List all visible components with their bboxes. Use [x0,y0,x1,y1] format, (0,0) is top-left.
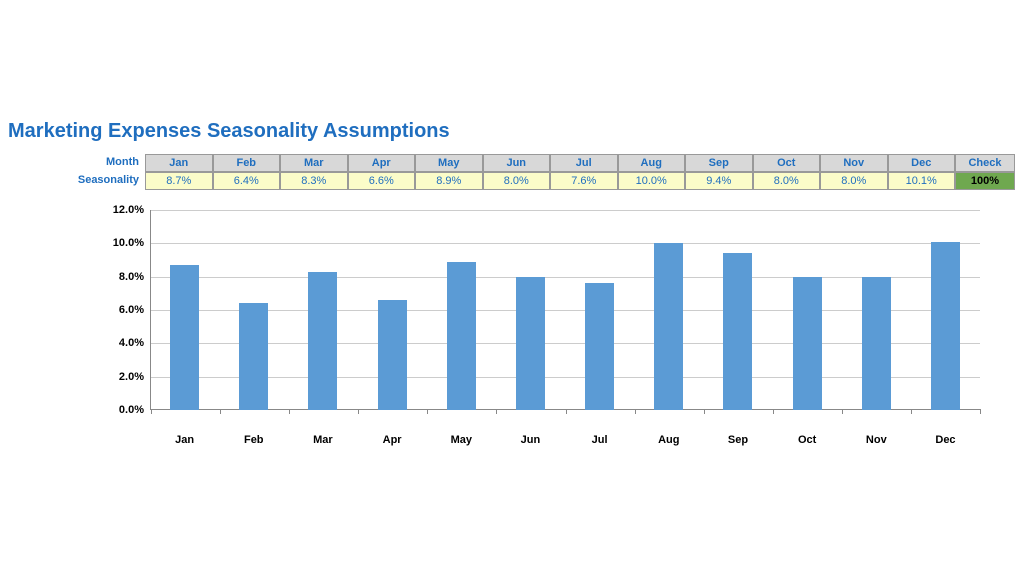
bar [654,243,683,410]
check-value: 100% [955,172,1015,190]
seasonality-value: 7.6% [550,172,618,190]
bar [516,277,545,410]
bar-column [219,210,288,410]
bar-column [842,210,911,410]
seasonality-value: 10.1% [888,172,956,190]
x-axis-label: Jul [565,420,634,450]
bar-column [427,210,496,410]
month-header: Jun [483,154,551,172]
bar-column [634,210,703,410]
bar-column [565,210,634,410]
y-axis-label: 6.0% [100,304,144,316]
month-header: Nov [820,154,888,172]
row-label-seasonality: Seasonality [65,172,145,190]
month-header: Oct [753,154,821,172]
bar [447,262,476,410]
x-axis-label: Nov [842,420,911,450]
month-header: Aug [618,154,686,172]
y-axis-label: 8.0% [100,271,144,283]
bar-column [358,210,427,410]
seasonality-value: 8.3% [280,172,348,190]
seasonality-value: 10.0% [618,172,686,190]
bar [862,277,891,410]
x-axis-label: Mar [288,420,357,450]
bar [239,303,268,410]
row-label-month: Month [65,154,145,172]
month-header: Feb [213,154,281,172]
bar [793,277,822,410]
seasonality-value: 8.0% [820,172,888,190]
y-axis-label: 4.0% [100,337,144,349]
bar-column [703,210,772,410]
month-header: Jan [145,154,213,172]
seasonality-table: MonthJanFebMarAprMayJunJulAugSepOctNovDe… [65,154,1015,190]
y-axis-label: 0.0% [100,404,144,416]
month-header: Sep [685,154,753,172]
month-header: Dec [888,154,956,172]
y-axis-label: 12.0% [100,204,144,216]
bar [723,253,752,410]
x-axis-label: Aug [634,420,703,450]
month-header: Jul [550,154,618,172]
seasonality-value: 8.0% [753,172,821,190]
bar [931,242,960,410]
month-header: May [415,154,483,172]
x-tick [980,409,981,414]
seasonality-value: 8.9% [415,172,483,190]
bar [170,265,199,410]
seasonality-value: 8.7% [145,172,213,190]
seasonality-value: 9.4% [685,172,753,190]
x-axis-label: Oct [773,420,842,450]
bar [378,300,407,410]
x-axis-label: Sep [703,420,772,450]
month-header: Mar [280,154,348,172]
y-axis-label: 2.0% [100,371,144,383]
x-axis-label: Feb [219,420,288,450]
x-axis-label: Apr [358,420,427,450]
bar-column [773,210,842,410]
seasonality-chart: JanFebMarAprMayJunJulAugSepOctNovDec 0.0… [100,210,980,450]
bar-column [911,210,980,410]
page-title: Marketing Expenses Seasonality Assumptio… [8,120,450,143]
y-axis-label: 10.0% [100,237,144,249]
bar [308,272,337,410]
x-axis-label: May [427,420,496,450]
seasonality-value: 8.0% [483,172,551,190]
bar-column [288,210,357,410]
bar-column [150,210,219,410]
bar-column [496,210,565,410]
check-header: Check [955,154,1015,172]
x-axis-label: Dec [911,420,980,450]
x-axis-label: Jun [496,420,565,450]
bar [585,283,614,410]
seasonality-value: 6.6% [348,172,416,190]
seasonality-value: 6.4% [213,172,281,190]
x-axis-label: Jan [150,420,219,450]
month-header: Apr [348,154,416,172]
